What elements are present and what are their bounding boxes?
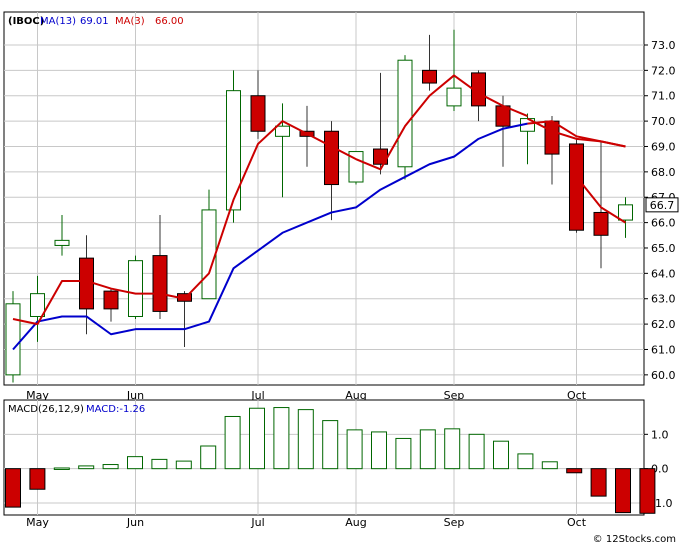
price-y-tick-label: 68.0 xyxy=(651,166,676,179)
price-y-tick-label: 71.0 xyxy=(651,90,676,103)
macd-bar xyxy=(53,467,70,470)
legend-entry-label: MA(3) xyxy=(115,16,145,27)
price-x-tick-label: Jul xyxy=(250,389,264,402)
candle-body xyxy=(152,255,168,312)
price-x-tick-label: May xyxy=(26,389,49,402)
candle-body xyxy=(250,95,266,132)
ma3-line xyxy=(12,74,528,326)
macd-bar xyxy=(590,468,607,497)
macd-bar xyxy=(346,429,363,470)
price-x-tick-label: Jun xyxy=(126,389,144,402)
macd-y-tick-label: 1.0 xyxy=(651,428,669,441)
macd-x-tick-label: Jun xyxy=(126,516,144,529)
macd-bar xyxy=(395,437,412,470)
macd-bar xyxy=(322,420,339,470)
price-x-tick-label: Oct xyxy=(567,389,587,402)
candle-body xyxy=(324,130,339,186)
macd-bar xyxy=(517,453,534,470)
macd-bar xyxy=(127,456,143,470)
candle-body xyxy=(5,303,21,376)
price-y-tick-label: 60.0 xyxy=(651,369,676,382)
price-y-tick-label: 64.0 xyxy=(651,267,676,280)
macd-bar xyxy=(151,458,168,470)
macd-x-tick-label: Aug xyxy=(345,516,366,529)
macd-bar xyxy=(297,409,314,470)
macd-x-tick-label: Jul xyxy=(250,516,264,529)
price-y-tick-label: 72.0 xyxy=(651,64,676,77)
candle-body xyxy=(201,209,217,300)
candle-body xyxy=(471,72,486,107)
macd-bar xyxy=(5,468,21,508)
symbol-label: (IBOC) xyxy=(8,16,44,27)
price-panel: 60.061.062.063.064.065.066.067.068.069.0… xyxy=(3,11,679,402)
macd-bar xyxy=(444,428,461,470)
price-frame xyxy=(3,11,645,386)
candle-body xyxy=(397,59,413,168)
macd-bar xyxy=(175,460,192,470)
candle-body xyxy=(422,69,437,84)
macd-bar xyxy=(102,464,119,470)
macd-x-tick-label: Sep xyxy=(444,516,465,529)
macd-x-tick-label: May xyxy=(26,516,49,529)
last-price-label: 66.7 xyxy=(650,199,675,212)
price-y-tick-label: 61.0 xyxy=(651,343,676,356)
legend-entry-value: 69.01 xyxy=(80,16,109,27)
macd-bar xyxy=(273,407,290,470)
candle-body xyxy=(226,90,241,211)
macd-bar xyxy=(371,431,387,470)
price-y-tick-label: 70.0 xyxy=(651,115,676,128)
macd-bar xyxy=(468,433,485,470)
candle-body xyxy=(275,125,290,137)
candle-body xyxy=(30,293,45,317)
candle-body xyxy=(128,260,143,317)
legend-entry-value: 66.00 xyxy=(155,16,184,27)
price-y-tick-label: 65.0 xyxy=(651,242,676,255)
macd-bar xyxy=(566,468,583,474)
candle-body xyxy=(103,290,119,310)
legend-entry-label: MA(13) xyxy=(40,16,76,27)
candle-body xyxy=(54,239,70,246)
candle-body xyxy=(446,87,462,107)
price-legend: (IBOC)MA(13) 69.01 MA(3) 66.00 xyxy=(8,16,184,27)
macd-bar xyxy=(541,461,558,470)
candle-body xyxy=(348,151,364,183)
macd-title: MACD(26,12,9) xyxy=(8,404,84,415)
macd-x-tick-label: Oct xyxy=(567,516,587,529)
price-y-tick-label: 66.0 xyxy=(651,217,676,230)
price-y-tick-label: 69.0 xyxy=(651,140,676,153)
macd-bar xyxy=(493,440,509,470)
macd-bar xyxy=(249,407,265,470)
macd-bar xyxy=(200,445,217,470)
price-y-tick-label: 62.0 xyxy=(651,318,676,331)
macd-bar xyxy=(224,415,241,470)
ma-line-extension xyxy=(527,120,626,148)
price-x-tick-label: Sep xyxy=(444,389,465,402)
macd-bar xyxy=(29,468,46,490)
macd-bar xyxy=(639,468,656,514)
macd-bar xyxy=(615,468,631,514)
price-y-tick-label: 63.0 xyxy=(651,293,676,306)
candle-body xyxy=(593,211,609,236)
macd-bar xyxy=(78,465,95,470)
last-price-box xyxy=(645,197,679,213)
price-x-tick-label: Aug xyxy=(345,389,366,402)
ma13-line xyxy=(12,122,528,351)
macd-value-label: MACD:-1.26 xyxy=(86,404,145,415)
price-y-tick-label: 73.0 xyxy=(651,39,676,52)
macd-y-tick-label: -1.0 xyxy=(651,497,672,510)
macd-bar xyxy=(419,429,436,470)
ma3-line-latest xyxy=(575,176,627,224)
watermark: © 12Stocks.com xyxy=(593,534,676,545)
candle-body xyxy=(544,120,560,155)
candle-body xyxy=(569,143,584,231)
candle-body xyxy=(618,204,633,221)
